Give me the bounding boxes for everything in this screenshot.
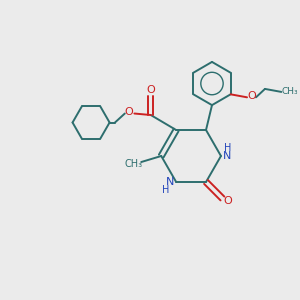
Text: N: N <box>223 151 232 161</box>
Text: H: H <box>162 185 169 195</box>
Text: O: O <box>248 92 256 101</box>
Text: O: O <box>224 196 232 206</box>
Text: CH₃: CH₃ <box>124 158 142 169</box>
Text: CH₃: CH₃ <box>281 87 298 96</box>
Text: O: O <box>146 85 155 94</box>
Text: N: N <box>165 177 174 187</box>
Text: O: O <box>124 107 134 117</box>
Text: H: H <box>224 142 231 153</box>
